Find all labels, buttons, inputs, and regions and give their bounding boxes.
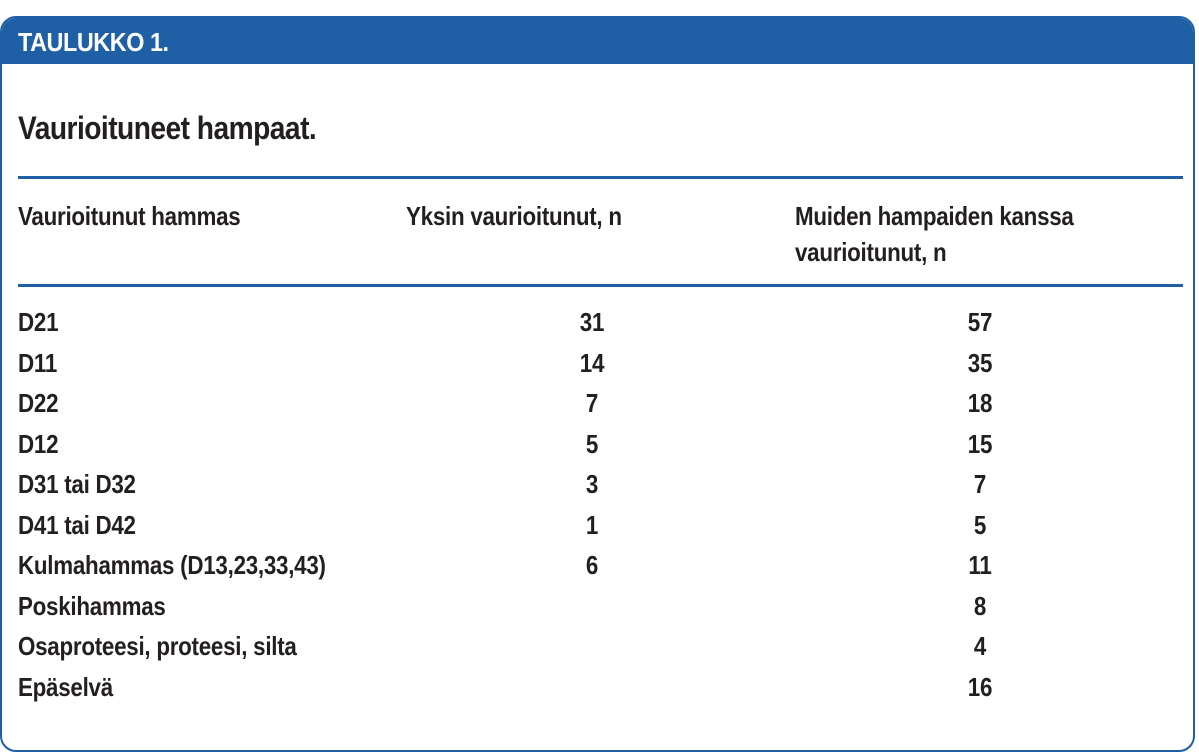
table-title: Vaurioituneet hampaat. xyxy=(18,110,317,146)
cell-alone: 1 xyxy=(585,509,599,540)
cell-tooth: D31 tai D32 xyxy=(18,469,136,499)
column-header-tooth: Vaurioitunut hammas xyxy=(18,201,241,231)
table-row: D21 31 57 xyxy=(2,302,1193,342)
cell-tooth: D41 tai D42 xyxy=(18,509,136,540)
cell-with-others: 18 xyxy=(967,388,993,418)
cell-tooth: D22 xyxy=(18,388,59,418)
cell-with-others: 8 xyxy=(973,590,987,621)
cell-alone: 6 xyxy=(585,550,599,580)
cell-with-others: 11 xyxy=(968,550,992,580)
column-header-with-others: Muiden hampaiden kanssa vaurioitunut, n xyxy=(795,198,1074,270)
table-row: D31 tai D32 3 7 xyxy=(2,464,1193,504)
table-row: Epäselvä 16 xyxy=(2,667,1193,707)
cell-tooth: Poskihammas xyxy=(18,590,166,621)
column-header-with-others-line1: Muiden hampaiden kanssa xyxy=(795,201,1074,231)
cell-with-others: 15 xyxy=(967,428,993,459)
table-label: TAULUKKO 1. xyxy=(18,27,169,57)
table-card: TAULUKKO 1. Vaurioituneet hampaat. Vauri… xyxy=(0,16,1195,752)
cell-with-others: 35 xyxy=(967,347,993,378)
cell-with-others: 7 xyxy=(973,469,987,499)
table-row: D12 5 15 xyxy=(2,424,1193,464)
table-header-rule xyxy=(18,284,1183,287)
cell-alone: 5 xyxy=(585,428,599,459)
cell-alone: 3 xyxy=(585,469,599,499)
cell-with-others: 16 xyxy=(967,671,993,702)
table-row: Kulmahammas (D13,23,33,43) 6 11 xyxy=(2,545,1193,585)
table-row: D41 tai D42 1 5 xyxy=(2,505,1193,545)
cell-tooth: Kulmahammas (D13,23,33,43) xyxy=(18,550,326,580)
cell-alone: 14 xyxy=(579,347,605,378)
table-row: D22 7 18 xyxy=(2,383,1193,423)
cell-tooth: D21 xyxy=(18,307,59,337)
cell-alone: 7 xyxy=(585,388,599,418)
cell-with-others: 4 xyxy=(973,631,987,661)
table-row: Osaproteesi, proteesi, silta 4 xyxy=(2,626,1193,666)
table-row: Poskihammas 8 xyxy=(2,586,1193,626)
table-header-bar: TAULUKKO 1. xyxy=(2,18,1193,64)
table-row: D11 14 35 xyxy=(2,343,1193,383)
column-header-with-others-line2: vaurioitunut, n xyxy=(795,237,947,267)
cell-tooth: D12 xyxy=(18,428,59,459)
cell-with-others: 5 xyxy=(973,509,987,540)
table-top-rule xyxy=(18,176,1183,179)
cell-alone: 31 xyxy=(579,307,605,337)
cell-with-others: 57 xyxy=(967,307,993,337)
cell-tooth: D11 xyxy=(18,347,58,378)
cell-tooth: Osaproteesi, proteesi, silta xyxy=(18,631,297,661)
cell-tooth: Epäselvä xyxy=(18,671,113,702)
column-header-alone: Yksin vaurioitunut, n xyxy=(406,201,622,231)
